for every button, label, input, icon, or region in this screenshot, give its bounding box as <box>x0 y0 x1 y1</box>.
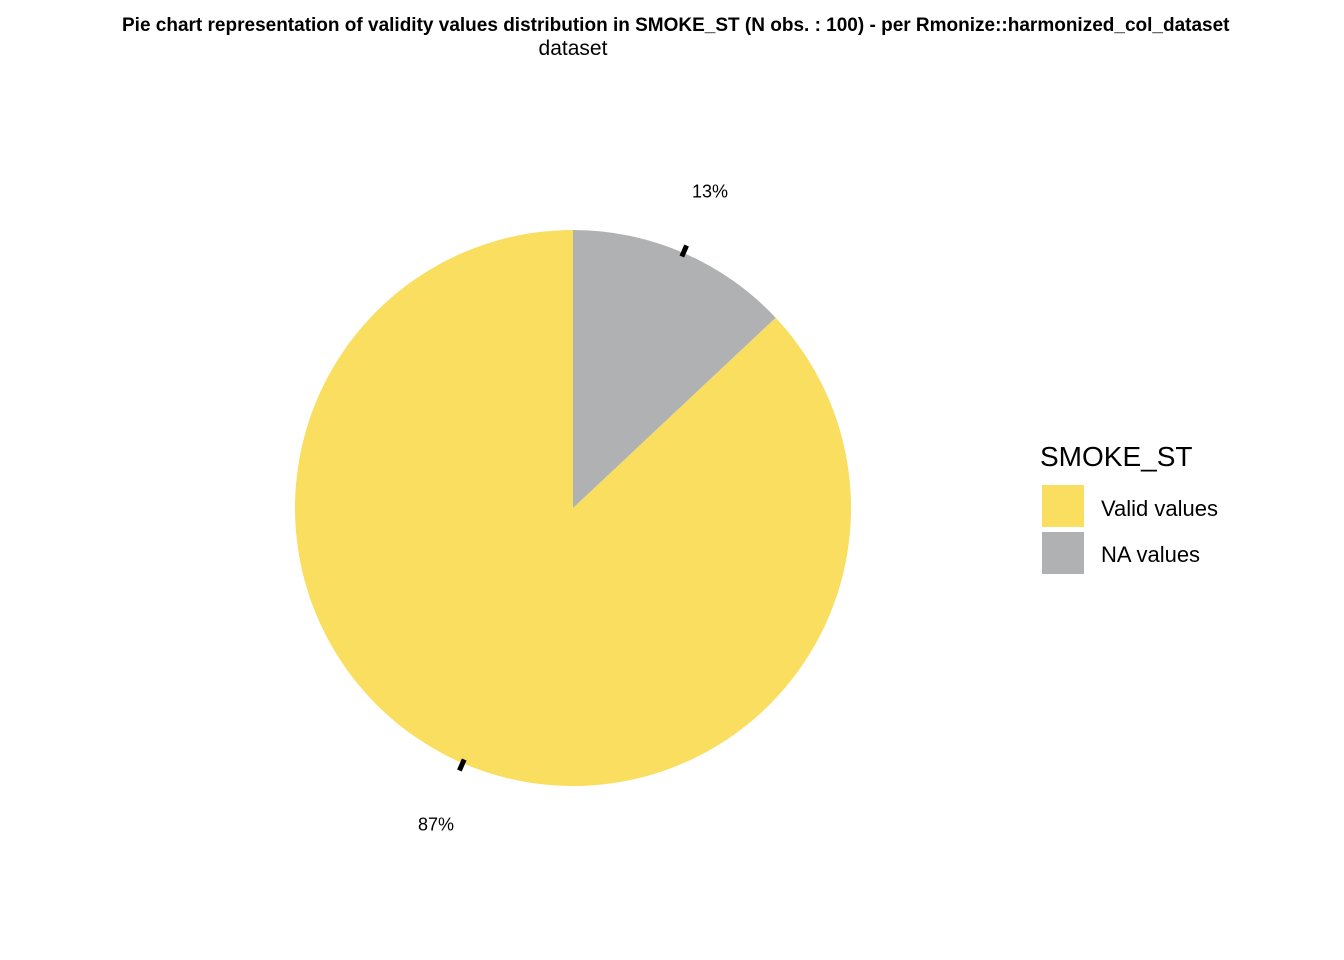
pie-label-tick-na-values <box>679 244 689 258</box>
legend: SMOKE_ST Valid values NA values <box>1040 441 1218 574</box>
pie-slice-na-values[interactable] <box>573 230 776 508</box>
pie-label-tick-valid-values <box>457 758 467 772</box>
percent-label-na-values: 13% <box>692 181 728 201</box>
legend-label-valid-values[interactable]: Valid values <box>1101 496 1218 521</box>
chart-title: Pie chart representation of validity val… <box>122 15 1230 36</box>
legend-swatch-na-values[interactable] <box>1042 532 1084 574</box>
chart-subtitle: dataset <box>539 37 608 60</box>
percent-label-valid-values: 87% <box>418 815 454 835</box>
legend-title: SMOKE_ST <box>1040 441 1192 472</box>
title-group: Pie chart representation of validity val… <box>122 15 1230 60</box>
legend-swatch-valid-values[interactable] <box>1042 485 1084 527</box>
pie-labels: 87% 13% <box>418 181 728 834</box>
pie <box>294 230 851 787</box>
pie-slice-valid-values[interactable] <box>294 230 851 787</box>
legend-label-na-values[interactable]: NA values <box>1101 542 1200 567</box>
